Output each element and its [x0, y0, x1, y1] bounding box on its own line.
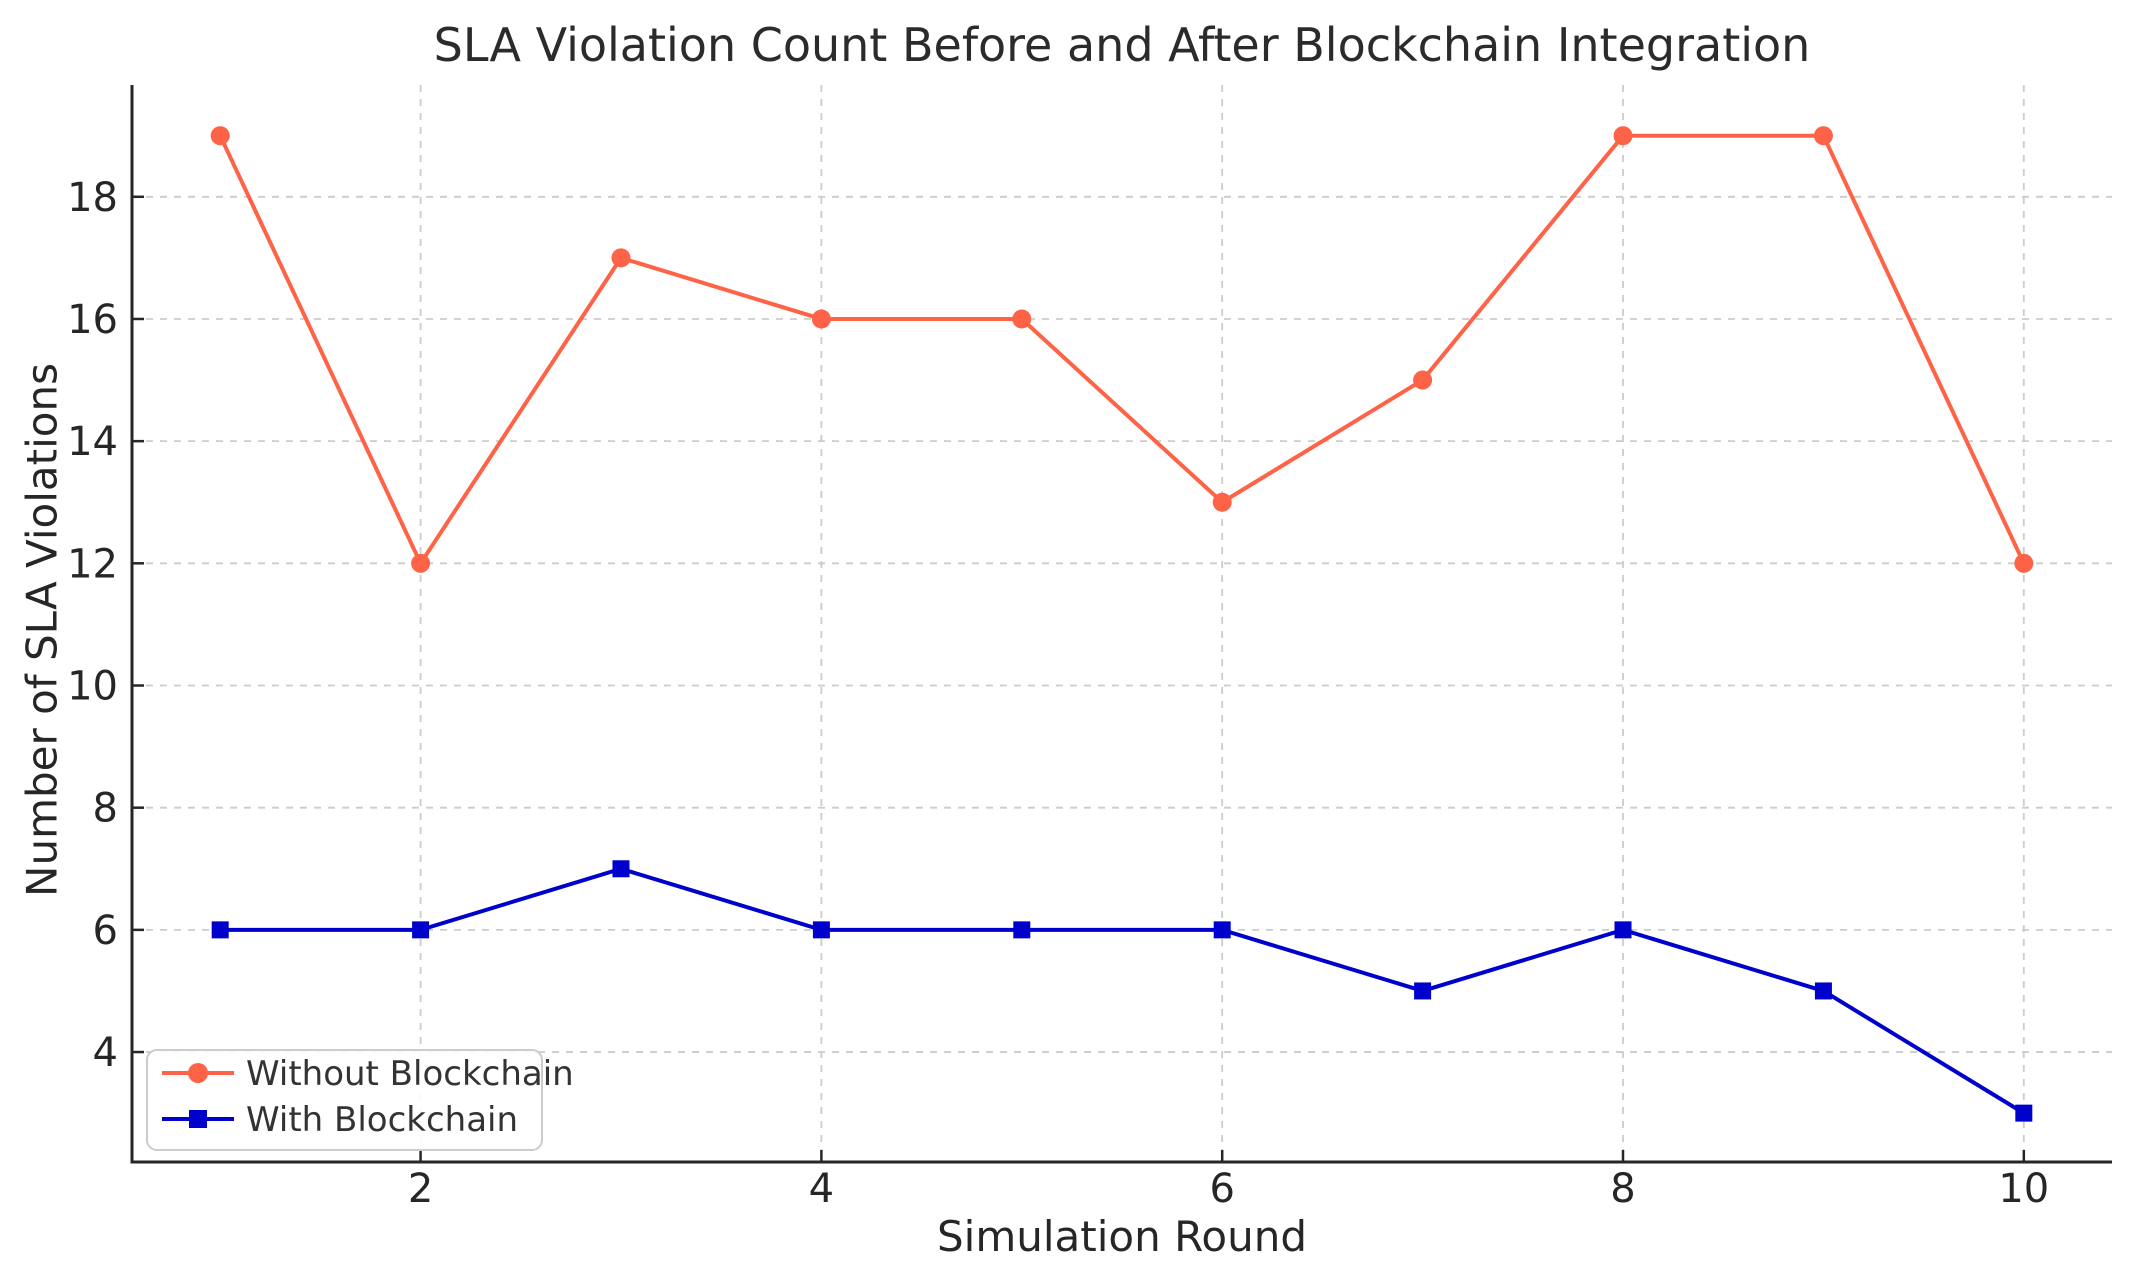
data-point-marker: [612, 860, 630, 878]
chart-title: SLA Violation Count Before and After Blo…: [433, 18, 1811, 72]
data-point-marker: [811, 309, 831, 329]
legend-label: With Blockchain: [246, 1100, 518, 1140]
data-point-marker: [1413, 370, 1433, 390]
data-point-marker: [1414, 982, 1432, 1000]
legend-marker-square-icon: [189, 1110, 207, 1128]
x-axis-label: Simulation Round: [937, 1212, 1307, 1261]
x-tick-label: 8: [1610, 1166, 1635, 1212]
data-point-marker: [1813, 126, 1833, 146]
data-point-marker: [1012, 309, 1032, 329]
data-point-marker: [411, 553, 431, 573]
y-axis-label: Number of SLA Violations: [17, 363, 67, 897]
y-tick-label: 4: [93, 1030, 118, 1076]
y-tick-label: 6: [93, 908, 118, 954]
y-tick-label: 14: [67, 419, 118, 465]
series-without-blockchain: [210, 126, 2034, 573]
series-with-blockchain: [211, 860, 2033, 1122]
data-point-marker: [1614, 921, 1632, 939]
tick-labels: 4 6 8 10 12 14 16 18 2 4 6 8 10: [67, 175, 2049, 1212]
x-tick-label: 2: [408, 1166, 433, 1212]
x-tick-label: 10: [1998, 1166, 2049, 1212]
axes-spines: [130, 85, 2112, 1164]
data-point-marker: [210, 126, 230, 146]
data-point-marker: [1212, 492, 1232, 512]
data-point-marker: [1213, 921, 1231, 939]
legend-item: Without Blockchain: [162, 1054, 574, 1094]
data-point-marker: [2015, 1104, 2033, 1122]
y-tick-label: 10: [67, 664, 118, 710]
y-tick-label: 18: [67, 175, 118, 221]
data-point-marker: [1613, 126, 1633, 146]
data-point-marker: [412, 921, 430, 939]
data-point-marker: [1013, 921, 1031, 939]
legend-label: Without Blockchain: [246, 1054, 574, 1094]
legend-marker-circle-icon: [188, 1063, 208, 1083]
x-tick-label: 4: [809, 1166, 834, 1212]
data-point-marker: [1814, 982, 1832, 1000]
y-tick-label: 8: [93, 786, 118, 832]
data-point-marker: [211, 921, 229, 939]
legend: Without Blockchain With Blockchain: [146, 1049, 574, 1151]
data-point-marker: [2014, 553, 2034, 573]
data-point-marker: [611, 248, 631, 268]
y-tick-label: 16: [67, 297, 118, 343]
data-point-marker: [812, 921, 830, 939]
legend-item: With Blockchain: [162, 1100, 518, 1140]
gridlines: [132, 85, 2112, 1162]
tick-marks: [132, 195, 2026, 1162]
x-tick-label: 6: [1209, 1166, 1234, 1212]
y-tick-label: 12: [67, 541, 118, 587]
